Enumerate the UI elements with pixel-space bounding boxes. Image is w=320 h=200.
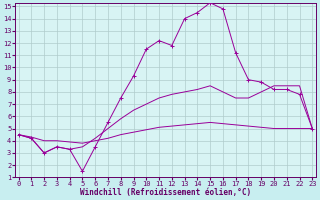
X-axis label: Windchill (Refroidissement éolien,°C): Windchill (Refroidissement éolien,°C) [80, 188, 251, 197]
